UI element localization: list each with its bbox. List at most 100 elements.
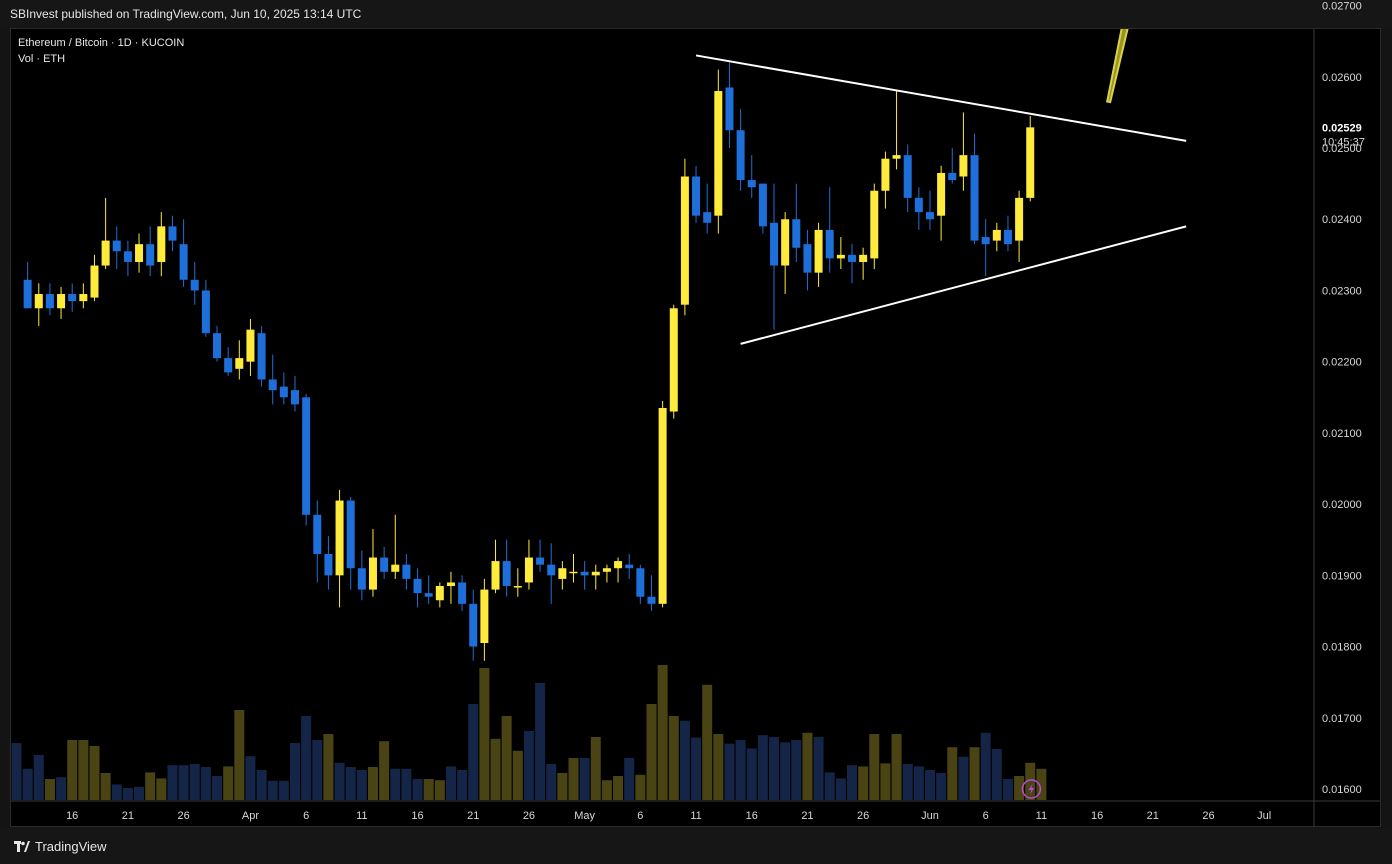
candle[interactable] <box>324 536 333 590</box>
candle[interactable] <box>703 183 712 234</box>
candle[interactable] <box>157 212 166 277</box>
candle[interactable] <box>224 347 233 376</box>
candle[interactable] <box>123 240 132 277</box>
candle[interactable] <box>279 372 288 405</box>
candle[interactable] <box>213 326 222 362</box>
candle[interactable] <box>513 568 522 597</box>
candle[interactable] <box>903 144 912 213</box>
trendline-upper[interactable] <box>695 54 1187 142</box>
candle[interactable] <box>190 261 199 305</box>
chart-panel[interactable] <box>10 28 1381 827</box>
candle[interactable] <box>112 226 121 270</box>
candle[interactable] <box>246 318 255 376</box>
candle[interactable] <box>580 561 589 590</box>
candle[interactable] <box>859 247 868 280</box>
candle[interactable] <box>402 553 411 590</box>
candle[interactable] <box>257 326 266 387</box>
candle[interactable] <box>569 553 578 583</box>
candle[interactable] <box>201 279 210 337</box>
candle[interactable] <box>970 133 979 245</box>
candle[interactable] <box>335 489 344 608</box>
candle[interactable] <box>992 222 1001 252</box>
candle[interactable] <box>647 575 656 611</box>
candle[interactable] <box>870 183 879 270</box>
candle[interactable] <box>23 261 32 309</box>
candle[interactable] <box>814 222 823 287</box>
candle[interactable] <box>346 496 355 590</box>
candle[interactable] <box>825 187 834 273</box>
candle[interactable] <box>725 62 734 149</box>
candle[interactable] <box>747 155 756 198</box>
candle[interactable] <box>836 237 845 270</box>
candle[interactable] <box>669 304 678 419</box>
volume-legend[interactable]: Vol · ETH <box>18 53 66 65</box>
candle[interactable] <box>291 375 299 412</box>
candle[interactable] <box>1003 215 1012 252</box>
candle[interactable] <box>391 514 400 579</box>
candle[interactable] <box>302 393 311 526</box>
symbol-title[interactable]: Ethereum / Bitcoin · 1D · KUCOIN <box>18 37 185 49</box>
candle[interactable] <box>179 219 188 287</box>
candle[interactable] <box>959 112 968 191</box>
candle[interactable] <box>313 500 322 583</box>
bullish-arrow[interactable] <box>1106 0 1184 104</box>
candle[interactable] <box>168 215 177 252</box>
candle[interactable] <box>602 564 611 583</box>
candle[interactable] <box>413 568 422 608</box>
candle[interactable] <box>591 564 600 590</box>
candle[interactable] <box>692 165 701 223</box>
candle[interactable] <box>803 229 812 291</box>
candle[interactable] <box>90 254 99 302</box>
candle[interactable] <box>792 183 801 262</box>
candle[interactable] <box>536 539 545 572</box>
candle[interactable] <box>469 589 478 661</box>
candle[interactable] <box>57 286 66 319</box>
tradingview-brand[interactable]: TradingView <box>14 839 107 854</box>
candle[interactable] <box>79 283 88 309</box>
lightning-icon[interactable] <box>1021 779 1042 799</box>
candle[interactable] <box>458 575 467 611</box>
candle[interactable] <box>357 550 366 601</box>
candle[interactable] <box>368 529 377 597</box>
candle[interactable] <box>524 539 533 590</box>
candle[interactable] <box>547 543 556 604</box>
candle[interactable] <box>1015 190 1024 262</box>
candle[interactable] <box>937 165 946 241</box>
last-price-label[interactable]: 0.02529 <box>1322 122 1362 134</box>
candle[interactable] <box>625 553 634 579</box>
candle[interactable] <box>758 183 767 234</box>
candle[interactable] <box>268 354 277 405</box>
candle[interactable] <box>34 283 43 327</box>
candle[interactable] <box>446 571 455 604</box>
trendline-lower[interactable] <box>740 225 1187 345</box>
candle[interactable] <box>781 212 790 295</box>
candle[interactable] <box>848 244 856 284</box>
candle[interactable] <box>435 582 444 608</box>
candle[interactable] <box>480 578 489 661</box>
candle[interactable] <box>658 400 667 608</box>
candle[interactable] <box>714 69 723 234</box>
candle[interactable] <box>68 283 77 312</box>
candle[interactable] <box>424 575 433 604</box>
candle[interactable] <box>948 148 957 184</box>
candle[interactable] <box>235 340 244 380</box>
candle[interactable] <box>135 233 144 273</box>
candle[interactable] <box>502 539 511 597</box>
candle[interactable] <box>101 197 110 270</box>
candle[interactable] <box>558 561 567 590</box>
candle[interactable] <box>881 151 890 209</box>
candle[interactable] <box>736 108 745 191</box>
candle[interactable] <box>146 226 155 277</box>
candle[interactable] <box>925 190 934 230</box>
candle[interactable] <box>914 187 923 230</box>
candle[interactable] <box>892 91 901 170</box>
candle[interactable] <box>981 219 990 277</box>
candle[interactable] <box>491 539 500 594</box>
candle[interactable] <box>614 557 623 583</box>
candle[interactable] <box>380 546 389 579</box>
candle[interactable] <box>680 158 689 316</box>
candle[interactable] <box>1026 115 1035 202</box>
candle[interactable] <box>45 283 54 316</box>
candle[interactable] <box>636 564 645 604</box>
